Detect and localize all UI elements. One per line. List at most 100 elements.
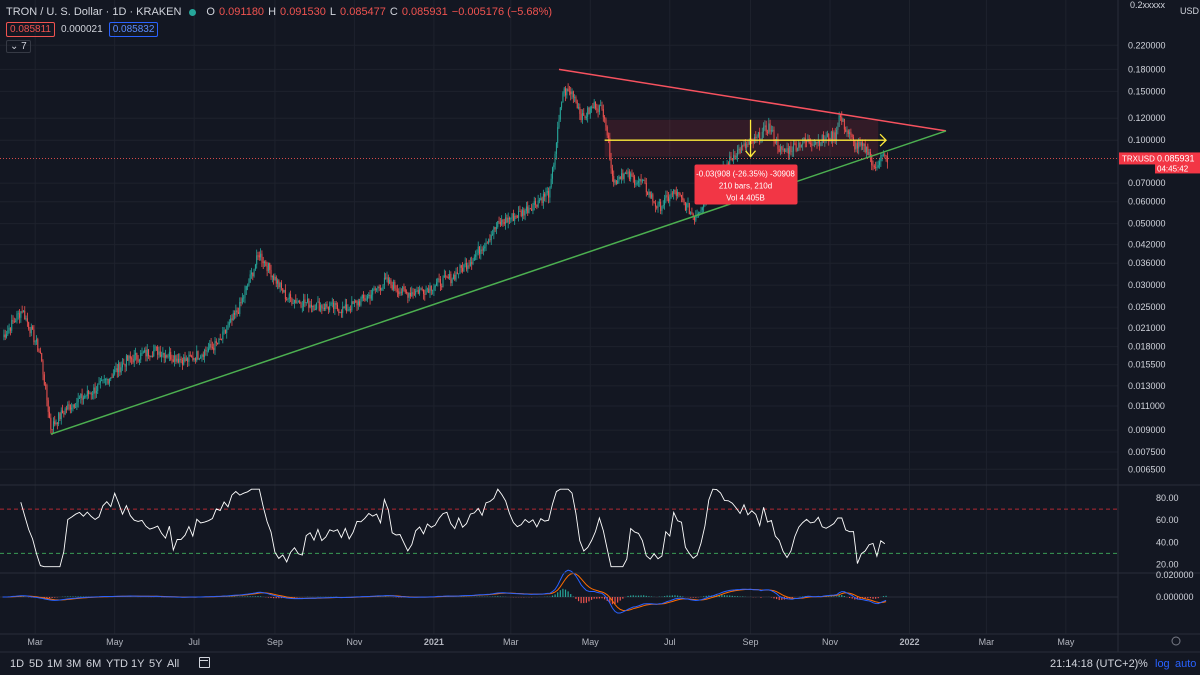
- time-tick-label: Sep: [743, 637, 759, 647]
- candle-body: [701, 207, 703, 210]
- candle-body: [415, 290, 417, 295]
- percent-toggle[interactable]: %: [1138, 658, 1148, 670]
- candle-body: [218, 338, 220, 345]
- axes: 0.2xxxxx USD 0.220000 0.180000 0.150000 0.120…: [0, 0, 1200, 653]
- timeframe-3m[interactable]: 3M: [66, 658, 82, 670]
- candle-body: [374, 288, 376, 290]
- resistance-trendline[interactable]: [558, 68, 947, 132]
- symbol-title[interactable]: TRON / U. S. Dollar · 1D · KRAKEN: [6, 6, 182, 18]
- candle-body: [43, 374, 45, 385]
- candle-body: [591, 106, 593, 108]
- candle-body: [480, 249, 482, 255]
- candle-body: [873, 166, 875, 168]
- candle-body: [653, 201, 655, 203]
- candle-body: [29, 328, 31, 334]
- candle-body: [482, 248, 484, 251]
- rsi-line[interactable]: [20, 488, 886, 568]
- candle-body: [376, 288, 378, 290]
- candle-body: [748, 141, 750, 145]
- candle-body: [351, 301, 353, 311]
- candle-body: [842, 118, 844, 122]
- calendar-icon[interactable]: [199, 657, 210, 668]
- settings-gear-icon[interactable]: [1171, 636, 1181, 646]
- candle-body: [601, 105, 603, 110]
- candle-body: [360, 298, 362, 306]
- macd-pane[interactable]: [0, 569, 1118, 614]
- bid-box[interactable]: 0.085811: [6, 22, 55, 37]
- timeframe-6m[interactable]: 6M: [86, 658, 102, 670]
- candle-body: [763, 126, 765, 132]
- candle-body: [823, 134, 825, 141]
- chevron-down-icon: ⌄: [10, 41, 19, 52]
- candle-body: [167, 356, 169, 358]
- ask-box[interactable]: 0.085832: [108, 22, 159, 37]
- timeframe-ytd[interactable]: YTD: [106, 658, 128, 670]
- candle-body: [611, 168, 613, 177]
- candle-body: [141, 352, 143, 354]
- close-label: C: [389, 6, 398, 18]
- candle-body: [615, 180, 617, 184]
- measure-range-box[interactable]: [604, 119, 879, 157]
- candle-body: [773, 129, 775, 142]
- candle-body: [217, 342, 219, 345]
- rsi-pane[interactable]: [0, 488, 1118, 568]
- candle-body: [635, 184, 637, 185]
- low-label: L: [329, 6, 337, 18]
- candle-body: [661, 206, 663, 211]
- measure-label-box[interactable]: [694, 164, 798, 205]
- candle-body: [47, 400, 49, 412]
- candle-body: [759, 132, 761, 142]
- main-price-pane[interactable]: [3, 83, 888, 436]
- currency-label: USD: [1180, 6, 1200, 16]
- candle-body: [88, 390, 90, 395]
- candle-body: [310, 304, 312, 308]
- candle-body: [187, 358, 189, 362]
- candle-body: [197, 351, 199, 360]
- candle-body: [329, 305, 331, 310]
- time-tick-label: May: [106, 637, 124, 647]
- timeframe-1m[interactable]: 1M: [47, 658, 63, 670]
- timeframe-1y[interactable]: 1Y: [131, 658, 145, 670]
- timeframe-1d[interactable]: 1D: [10, 658, 25, 670]
- candle-body: [752, 140, 754, 143]
- candle-body: [215, 341, 217, 343]
- candle-body: [766, 131, 768, 133]
- candle-body: [498, 221, 500, 222]
- price-axis-bg: [1118, 0, 1200, 652]
- candle-body: [92, 393, 94, 395]
- candle-body: [527, 206, 529, 214]
- candle-body: [437, 278, 439, 283]
- price-tick-label: 0.011000: [1128, 401, 1165, 411]
- auto-toggle[interactable]: auto: [1175, 658, 1197, 670]
- candle-body: [678, 191, 680, 195]
- drawing-overlay[interactable]: -0.03(908 (-26.35%) -30908 210 bars, 210d…: [0, 68, 1118, 435]
- candle-body: [264, 261, 266, 264]
- candle-body: [28, 322, 30, 329]
- candle-body: [221, 339, 223, 340]
- candle-body: [627, 171, 629, 174]
- candle-body: [168, 351, 170, 357]
- candle-body: [4, 334, 6, 338]
- candle-body: [290, 294, 292, 299]
- candle-body: [112, 374, 114, 378]
- candle-body: [153, 350, 155, 357]
- candle-body: [692, 213, 694, 217]
- timeframe-5d[interactable]: 5D: [29, 658, 44, 670]
- candle-body: [357, 301, 359, 306]
- candle-body: [111, 377, 113, 379]
- candle-body: [567, 88, 569, 92]
- clock[interactable]: 21:14:18 (UTC+2): [1050, 658, 1139, 670]
- candle-body: [488, 239, 490, 244]
- candle-body: [860, 142, 862, 146]
- timeframe-5y[interactable]: 5Y: [149, 658, 163, 670]
- log-toggle[interactable]: log: [1155, 658, 1170, 670]
- indicators-collapse-button[interactable]: ⌄ 7: [6, 40, 31, 53]
- candle-body: [503, 222, 505, 224]
- timeframe-all[interactable]: All: [167, 658, 180, 670]
- candle-body: [781, 146, 783, 150]
- candle-body: [866, 146, 868, 153]
- candle-body: [200, 356, 202, 359]
- candle-body: [207, 348, 209, 351]
- macd-line[interactable]: [2, 569, 887, 614]
